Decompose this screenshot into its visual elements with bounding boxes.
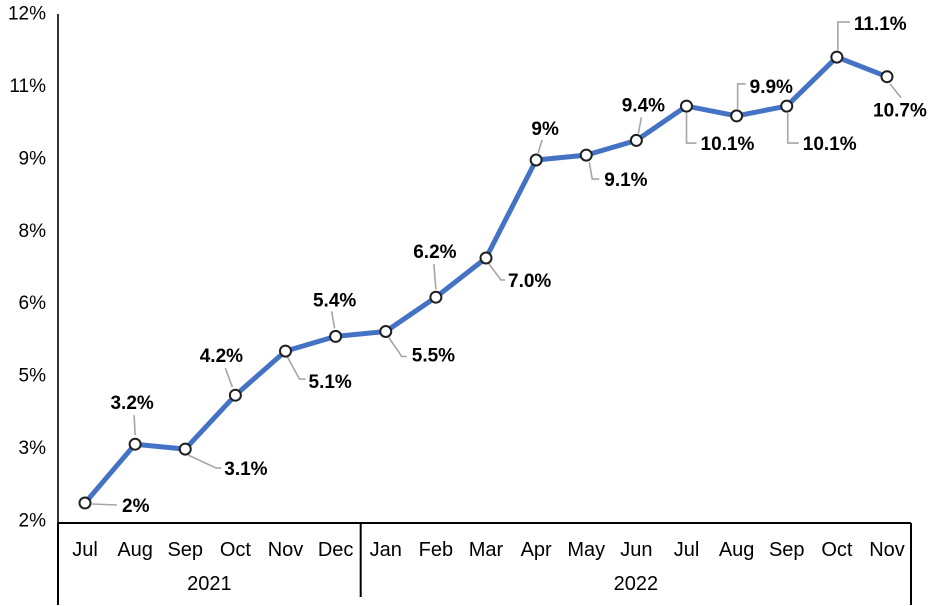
x-axis-month-label: Mar: [469, 539, 504, 561]
data-label-leader-line: [736, 83, 746, 109]
data-point-marker: [680, 99, 693, 113]
data-label-leader-line: [286, 356, 306, 380]
y-axis-tick-label: 12%: [8, 4, 46, 25]
x-axis-month-label: Jan: [370, 539, 402, 561]
y-axis-tick-label: 2%: [19, 511, 47, 532]
x-axis-month-label: Dec: [318, 539, 354, 561]
series-line: [82, 54, 890, 506]
data-point-marker: [529, 153, 543, 167]
data-point-marker: [429, 290, 443, 304]
x-axis-month-label: Jun: [620, 539, 652, 561]
data-point-marker: [128, 437, 142, 451]
x-axis-month-label: Sep: [167, 539, 203, 561]
data-point-marker: [730, 109, 744, 123]
data-label-leader-line: [224, 367, 234, 388]
x-axis-year-label: 2021: [187, 573, 232, 595]
x-axis-month-label: Jul: [674, 539, 700, 561]
data-point-label: 7.0%: [508, 271, 551, 292]
data-point-marker: [479, 251, 493, 265]
y-axis-tick-label: 5%: [19, 366, 47, 387]
data-point-label: 10.1%: [701, 134, 755, 155]
data-point-marker: [329, 329, 343, 343]
x-axis-year-label: 2022: [614, 573, 659, 595]
y-axis-tick-label: 3%: [19, 438, 47, 459]
data-label-leader-line: [388, 337, 407, 358]
data-point-label: 10.1%: [803, 134, 857, 155]
x-axis-month-label: Aug: [117, 539, 153, 561]
data-label-leader-line: [187, 454, 222, 469]
data-point-label: 9.9%: [750, 77, 793, 98]
data-point-marker: [780, 99, 794, 113]
x-axis-month-label: Sep: [769, 539, 805, 561]
data-point-marker: [78, 496, 92, 510]
x-axis-month-label: Aug: [719, 539, 755, 561]
data-point-label: 9.1%: [604, 170, 647, 191]
data-point-label: 4.2%: [200, 346, 243, 367]
data-label-leader-line: [488, 263, 505, 281]
x-axis-month-label: May: [567, 539, 605, 561]
x-axis-month-label: Oct: [821, 539, 853, 561]
y-axis-tick-label: 8%: [19, 221, 47, 242]
data-point-marker: [880, 70, 894, 84]
data-point-label: 10.7%: [873, 101, 927, 122]
data-label-leader-line: [91, 503, 118, 506]
x-axis-month-label: Oct: [220, 539, 252, 561]
y-axis-tick-label: 6%: [19, 293, 47, 314]
data-label-leader-line: [433, 264, 437, 290]
data-point-label: 9%: [531, 119, 559, 140]
data-point-label: 6.2%: [413, 242, 456, 263]
data-point-marker: [579, 148, 593, 162]
data-point-label: 3.1%: [224, 459, 267, 480]
data-point-marker: [178, 442, 192, 456]
x-axis-month-label: Jul: [72, 539, 98, 561]
data-point-marker: [629, 133, 643, 147]
x-axis-month-label: Feb: [419, 539, 453, 561]
data-point-marker: [830, 50, 844, 64]
data-label-leader-line: [889, 83, 902, 99]
data-label-leader-line: [786, 113, 799, 144]
y-axis-tick-label: 9%: [19, 148, 47, 169]
data-point-label: 5.4%: [313, 290, 356, 311]
data-label-leader-line: [330, 311, 336, 329]
data-label-leader-line: [537, 139, 543, 154]
data-point-marker: [279, 344, 292, 358]
y-axis-tick-label: 11%: [9, 76, 46, 97]
data-point-label: 3.2%: [110, 393, 153, 414]
data-point-marker: [379, 325, 393, 338]
data-label-leader-line: [685, 113, 697, 144]
data-point-label: 11.1%: [854, 14, 907, 35]
data-point-marker: [228, 388, 242, 402]
data-label-leader-line: [837, 21, 850, 51]
data-label-leader-line: [133, 415, 136, 436]
data-point-label: 2%: [122, 496, 150, 517]
data-point-label: 5.5%: [412, 346, 455, 367]
x-axis-month-label: Nov: [268, 539, 304, 561]
data-label-leader-line: [637, 117, 643, 134]
data-point-label: 9.4%: [622, 95, 665, 116]
x-axis-month-label: Nov: [869, 539, 905, 561]
x-axis-month-label: Apr: [521, 539, 552, 561]
data-point-label: 5.1%: [309, 372, 352, 393]
data-label-leader-line: [588, 161, 600, 180]
